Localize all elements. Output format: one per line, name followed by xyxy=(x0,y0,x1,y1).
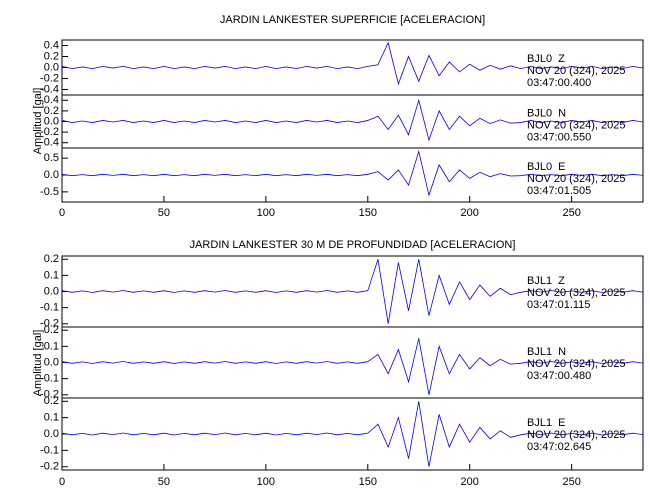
x-tick-label: 150 xyxy=(359,207,377,219)
waveform xyxy=(61,41,644,86)
time-label: 03:47:00.400 xyxy=(527,77,591,89)
time-label: 03:47:02.645 xyxy=(527,441,591,453)
y-axis-label: Amplitud [gal] xyxy=(32,88,44,155)
time-label: 03:47:00.550 xyxy=(527,131,591,143)
x-tick-label: 0 xyxy=(59,207,65,219)
waveform xyxy=(61,149,644,197)
x-tick-label: 250 xyxy=(562,207,580,219)
time-label: 03:47:01.505 xyxy=(527,185,591,197)
x-tick-label: 250 xyxy=(562,476,580,488)
y-tick-label: 0.2 xyxy=(44,253,59,265)
waveform xyxy=(61,401,644,467)
station-label: BJL0 Z xyxy=(527,53,565,65)
x-tick-label: 0 xyxy=(59,476,65,488)
y-tick-label: 0.2 xyxy=(44,105,59,117)
y-tick-label: -0.2 xyxy=(40,72,59,84)
x-tick-label: 200 xyxy=(461,207,479,219)
y-tick-label: -0.2 xyxy=(40,318,59,330)
y-tick-label: 0.1 xyxy=(44,412,59,424)
x-tick-label: 100 xyxy=(257,207,275,219)
y-tick-label: 0.5 xyxy=(44,152,59,164)
y-tick-label: -0.1 xyxy=(40,373,59,385)
y-tick-label: 0.0 xyxy=(44,115,59,127)
station-label: BJL1 N xyxy=(527,346,566,358)
y-tick-label: 0.4 xyxy=(44,39,59,51)
y-tick-label: -0.4 xyxy=(40,83,59,95)
time-label: 03:47:01.115 xyxy=(527,299,590,311)
time-label: 03:47:00.480 xyxy=(527,370,591,382)
waveform xyxy=(61,338,644,395)
waveform xyxy=(61,98,644,142)
y-tick-label: -0.4 xyxy=(40,137,59,149)
y-tick-label: -0.1 xyxy=(40,444,59,456)
y-tick-label: -0.1 xyxy=(40,302,59,314)
y-tick-label: 0.2 xyxy=(44,50,59,62)
station-label: BJL1 E xyxy=(527,417,566,429)
y-tick-label: -0.2 xyxy=(40,461,59,473)
station-label: BJL1 Z xyxy=(527,275,565,287)
date-label: NOV 20 (324), 2025 xyxy=(527,173,625,185)
station-label: BJL0 E xyxy=(527,161,566,173)
x-tick-label: 50 xyxy=(158,207,170,219)
y-tick-label: -0.2 xyxy=(40,389,59,401)
y-tick-label: 0.1 xyxy=(44,269,59,281)
date-label: NOV 20 (324), 2025 xyxy=(527,65,625,77)
date-label: NOV 20 (324), 2025 xyxy=(527,119,625,131)
y-tick-label: -0.2 xyxy=(40,126,59,138)
x-tick-label: 200 xyxy=(461,476,479,488)
x-tick-label: 150 xyxy=(359,476,377,488)
waveform xyxy=(61,259,644,324)
chart-title: JARDIN LANKESTER 30 M DE PROFUNDIDAD [AC… xyxy=(190,239,516,251)
date-label: NOV 20 (324), 2025 xyxy=(527,358,625,370)
y-tick-label: 0.0 xyxy=(44,169,59,181)
date-label: NOV 20 (324), 2025 xyxy=(527,287,625,299)
y-tick-label: 0.0 xyxy=(44,61,59,73)
y-tick-label: 0.4 xyxy=(44,94,59,106)
x-tick-label: 50 xyxy=(158,476,170,488)
y-tick-label: 0.0 xyxy=(44,356,59,368)
chart-title: JARDIN LANKESTER SUPERFICIE [ACELERACION… xyxy=(220,14,485,26)
y-axis-label: Amplitud [gal] xyxy=(32,330,44,397)
y-tick-label: -0.5 xyxy=(40,186,59,198)
y-tick-label: 0.0 xyxy=(44,428,59,440)
x-tick-label: 100 xyxy=(257,476,275,488)
y-tick-label: 0.2 xyxy=(44,324,59,336)
y-tick-label: 0.0 xyxy=(44,285,59,297)
date-label: NOV 20 (324), 2025 xyxy=(527,429,625,441)
y-tick-label: 0.1 xyxy=(44,340,59,352)
y-tick-label: 0.2 xyxy=(44,395,59,407)
station-label: BJL0 N xyxy=(527,107,566,119)
